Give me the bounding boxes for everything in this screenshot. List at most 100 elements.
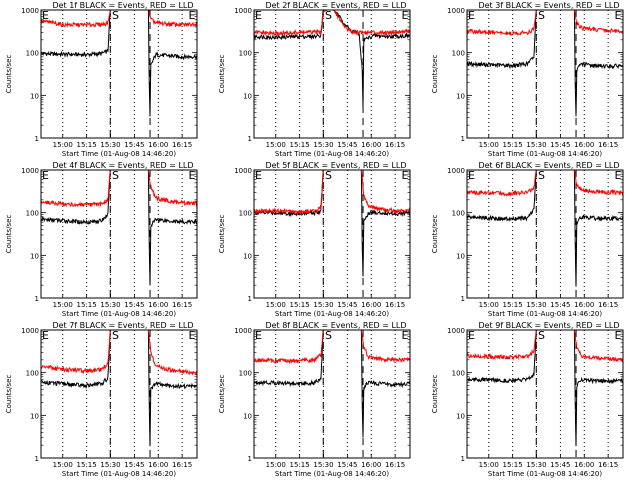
y-axis-label: Counts/sec: [218, 215, 226, 254]
y-tick-label: 10: [243, 92, 252, 100]
y-tick-label: 10: [30, 252, 39, 260]
plot-frame: [40, 9, 198, 139]
interval-marker-label: S: [325, 169, 332, 182]
x-tick-label: 15:30: [526, 141, 546, 149]
interval-marker-label: E: [188, 329, 195, 342]
x-tick-label: 16:15: [385, 301, 405, 309]
x-tick-label: 15:15: [77, 141, 97, 149]
interval-marker-label: E: [468, 329, 475, 342]
x-axis-label: Start Time (01-Aug-08 14:46:20): [62, 470, 176, 478]
chart-panel-9: Det 9f BLACK = Events, RED = LLD Counts/s…: [431, 321, 624, 478]
x-tick-label: 15:15: [290, 141, 310, 149]
plot-frame: [40, 169, 198, 299]
x-axis-label: Start Time (01-Aug-08 14:46:20): [275, 470, 389, 478]
x-tick-label: 15:00: [266, 301, 286, 309]
y-tick-label: 10: [456, 412, 465, 420]
y-axis-label: Counts/sec: [218, 375, 226, 414]
series-line-events: [466, 9, 624, 117]
interval-marker-label: E: [401, 169, 408, 182]
chart-panel-3: Det 3f BLACK = Events, RED = LLD Counts/s…: [431, 1, 624, 158]
interval-marker-label: E: [255, 329, 262, 342]
y-tick-label: 1000: [234, 327, 252, 335]
x-tick-label: 15:15: [77, 461, 97, 469]
x-tick-label: 15:00: [53, 461, 73, 469]
interval-marker-label: E: [614, 329, 621, 342]
x-tick-label: 16:15: [598, 461, 618, 469]
y-tick-label: 1: [35, 455, 39, 463]
x-tick-label: 15:00: [53, 301, 73, 309]
chart-title: Det 2f BLACK = Events, RED = LLD: [265, 1, 406, 10]
interval-marker-label: E: [468, 169, 475, 182]
y-tick-label: 1000: [447, 7, 465, 15]
chart-title: Det 3f BLACK = Events, RED = LLD: [478, 1, 619, 10]
chart-panel-5: Det 5f BLACK = Events, RED = LLD Counts/s…: [218, 161, 411, 318]
x-tick-label: 16:00: [574, 301, 594, 309]
x-axis-label: Start Time (01-Aug-08 14:46:20): [275, 150, 389, 158]
series-line-events: [253, 9, 411, 108]
interval-marker-label: E: [188, 9, 195, 22]
y-axis-label: Counts/sec: [431, 215, 439, 254]
x-tick-label: 16:00: [148, 141, 168, 149]
y-tick-label: 1000: [447, 167, 465, 175]
x-tick-label: 15:00: [479, 141, 499, 149]
x-tick-label: 16:15: [598, 141, 618, 149]
series-line-events: [466, 169, 624, 287]
y-tick-label: 1000: [21, 167, 39, 175]
y-axis-label: Counts/sec: [431, 55, 439, 94]
y-axis-label: Counts/sec: [218, 55, 226, 94]
x-tick-label: 16:00: [361, 301, 381, 309]
chart-panel-2: Det 2f BLACK = Events, RED = LLD Counts/s…: [218, 1, 411, 158]
interval-marker-label: E: [255, 169, 262, 182]
y-tick-label: 1000: [21, 327, 39, 335]
y-axis-label: Counts/sec: [5, 55, 13, 94]
y-tick-label: 10: [30, 92, 39, 100]
chart-panel-7: Det 7f BLACK = Events, RED = LLD Counts/s…: [5, 321, 198, 478]
x-tick-label: 16:00: [361, 461, 381, 469]
y-tick-label: 1: [248, 135, 252, 143]
chart-title: Det 1f BLACK = Events, RED = LLD: [52, 1, 193, 10]
x-tick-label: 15:15: [77, 301, 97, 309]
y-tick-label: 1: [35, 295, 39, 303]
plot-frame: [253, 169, 411, 299]
y-axis-label: Counts/sec: [5, 215, 13, 254]
x-tick-label: 16:00: [361, 141, 381, 149]
x-tick-label: 15:30: [526, 301, 546, 309]
y-tick-label: 100: [239, 370, 252, 378]
interval-marker-label: E: [188, 169, 195, 182]
x-tick-label: 15:00: [53, 141, 73, 149]
interval-marker-label: E: [42, 169, 49, 182]
x-tick-label: 15:30: [313, 301, 333, 309]
chart-title: Det 4f BLACK = Events, RED = LLD: [52, 161, 193, 170]
interval-marker-label: E: [401, 9, 408, 22]
y-tick-label: 10: [456, 252, 465, 260]
y-tick-label: 100: [26, 370, 39, 378]
y-tick-label: 100: [452, 370, 465, 378]
interval-marker-label: S: [538, 329, 545, 342]
x-tick-label: 15:45: [124, 301, 144, 309]
x-tick-label: 15:45: [550, 461, 570, 469]
y-tick-label: 100: [452, 210, 465, 218]
interval-marker-label: S: [112, 329, 119, 342]
x-tick-label: 15:00: [266, 141, 286, 149]
plot-frame: [466, 169, 624, 299]
x-axis-label: Start Time (01-Aug-08 14:46:20): [275, 310, 389, 318]
series-line-events: [40, 329, 198, 447]
x-tick-label: 16:00: [574, 461, 594, 469]
x-tick-label: 15:30: [100, 301, 120, 309]
series-line-events: [253, 169, 411, 277]
interval-marker-label: S: [112, 9, 119, 22]
x-tick-label: 15:15: [503, 301, 523, 309]
x-axis-label: Start Time (01-Aug-08 14:46:20): [488, 310, 602, 318]
y-tick-label: 100: [239, 210, 252, 218]
interval-marker-label: S: [325, 329, 332, 342]
x-tick-label: 16:15: [598, 301, 618, 309]
x-tick-label: 16:00: [148, 461, 168, 469]
x-tick-label: 16:00: [148, 301, 168, 309]
x-tick-label: 15:45: [337, 141, 357, 149]
y-tick-label: 10: [30, 412, 39, 420]
x-tick-label: 15:30: [100, 461, 120, 469]
y-axis-label: Counts/sec: [431, 375, 439, 414]
chart-title: Det 5f BLACK = Events, RED = LLD: [265, 161, 406, 170]
interval-marker-label: S: [538, 169, 545, 182]
